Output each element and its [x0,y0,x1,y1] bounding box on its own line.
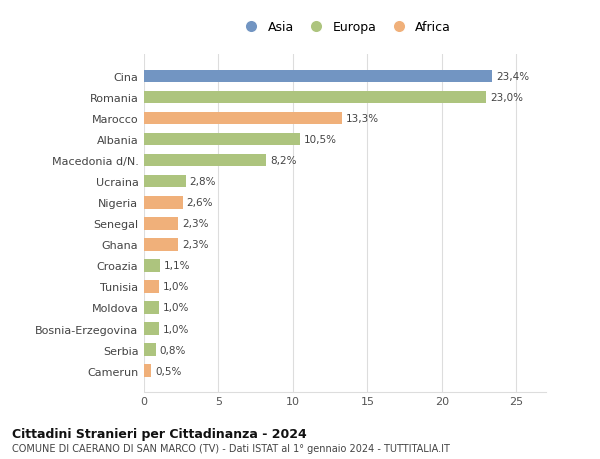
Text: 23,0%: 23,0% [490,93,523,103]
Text: 0,5%: 0,5% [155,366,182,376]
Bar [144,70,493,83]
Text: 1,0%: 1,0% [163,324,189,334]
Bar [144,91,487,104]
Bar [144,218,178,230]
Text: 23,4%: 23,4% [496,72,529,82]
Bar [144,134,301,146]
Bar [144,364,151,377]
Text: COMUNE DI CAERANO DI SAN MARCO (TV) - Dati ISTAT al 1° gennaio 2024 - TUTTITALIA: COMUNE DI CAERANO DI SAN MARCO (TV) - Da… [12,443,450,453]
Text: 1,0%: 1,0% [163,303,189,313]
Legend: Asia, Europa, Africa: Asia, Europa, Africa [239,21,451,34]
Text: Cittadini Stranieri per Cittadinanza - 2024: Cittadini Stranieri per Cittadinanza - 2… [12,427,307,440]
Bar [144,154,266,167]
Text: 13,3%: 13,3% [346,114,379,124]
Bar [144,302,159,314]
Text: 2,3%: 2,3% [182,240,208,250]
Text: 8,2%: 8,2% [270,156,296,166]
Text: 2,8%: 2,8% [190,177,216,187]
Bar [144,239,178,251]
Bar [144,259,160,272]
Text: 10,5%: 10,5% [304,135,337,145]
Bar [144,112,342,125]
Text: 2,3%: 2,3% [182,219,208,229]
Bar [144,175,185,188]
Text: 1,1%: 1,1% [164,261,191,271]
Text: 1,0%: 1,0% [163,282,189,292]
Bar [144,196,183,209]
Text: 0,8%: 0,8% [160,345,186,355]
Text: 2,6%: 2,6% [187,198,213,208]
Bar [144,343,156,356]
Bar [144,323,159,335]
Bar [144,280,159,293]
